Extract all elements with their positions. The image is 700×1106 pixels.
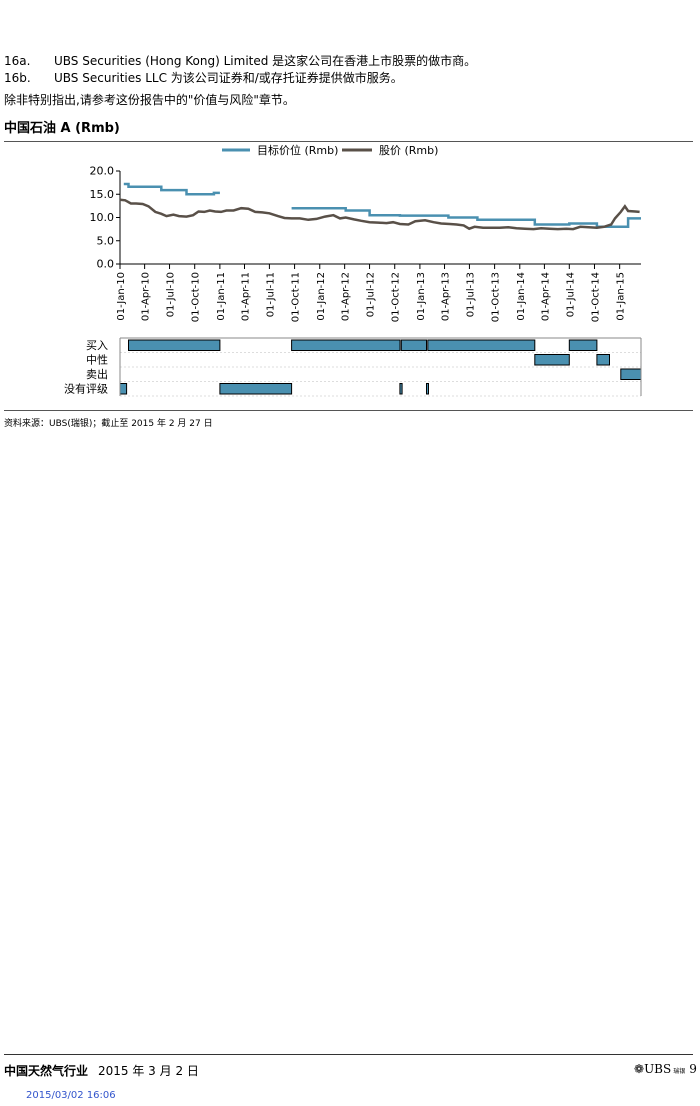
x-tick-label: 01-Jan-10	[116, 272, 127, 321]
x-tick-label: 01-Apr-12	[341, 272, 352, 321]
note-number: 16a.	[4, 54, 31, 68]
page-number: 9	[689, 1062, 697, 1076]
target-price-line	[123, 182, 220, 196]
target-price-line	[291, 206, 641, 229]
report-date: 2015 年 3 月 2 日	[98, 1064, 199, 1078]
logo-sub: 瑞银	[673, 1068, 686, 1075]
rating-bar	[291, 339, 401, 351]
legend-label-target: 目标价位 (Rmb)	[257, 143, 338, 157]
price-target-chart: 目标价位 (Rmb) 股价 (Rmb) 0.0 5.0 10.0 15.0 20.0 01-…	[64, 143, 642, 397]
x-tick-label: 01-Apr-10	[141, 272, 152, 321]
rating-bar	[427, 339, 536, 351]
rating-bar	[128, 339, 221, 351]
report-title: 中国天然气行业	[4, 1064, 89, 1078]
x-tick-label: 01-Jul-11	[265, 272, 276, 317]
y-tick-label: 0.0	[97, 258, 115, 271]
note-text: UBS Securities (Hong Kong) Limited 是这家公司…	[54, 54, 477, 68]
logo-text: UBS	[644, 1062, 672, 1076]
x-tick-label: 01-Jan-14	[516, 272, 527, 321]
x-tick-label: 01-Jul-13	[465, 272, 476, 317]
note-text: UBS Securities LLC 为该公司证券和/或存托证券提供做市服务。	[54, 71, 403, 85]
source-note: 资料来源：UBS(瑞银)；截止至 2015 年 2 月 27 日	[4, 419, 213, 429]
chart-bottom-rule	[4, 410, 693, 411]
x-tick-label: 01-Oct-14	[590, 272, 601, 322]
disclosure-note-16a: 16a. UBS Securities (Hong Kong) Limited 是…	[4, 54, 476, 68]
rating-bar	[568, 339, 598, 351]
timestamp: 2015/03/02 16:06	[26, 1090, 116, 1101]
x-tick-label: 01-Oct-11	[291, 272, 302, 322]
rating-bar	[596, 354, 611, 366]
note-number: 16b.	[4, 71, 31, 85]
plot-area: 0.0 5.0 10.0 15.0 20.0 01-Jan-10 01-Apr-10 01-J…	[90, 165, 641, 322]
chart-title: 中国石油 A (Rmb)	[4, 121, 120, 136]
rating-row-label: 中性	[86, 353, 108, 367]
x-tick-label: 01-Jan-12	[316, 272, 327, 321]
x-tick-label: 01-Jul-14	[565, 272, 576, 317]
x-tick-label: 01-Apr-14	[540, 272, 551, 321]
footer-title: 中国天然气行业 2015 年 3 月 2 日	[4, 1062, 199, 1079]
x-tick-label: 01-Jul-10	[166, 272, 177, 317]
y-tick-label: 5.0	[97, 234, 115, 247]
chart-top-rule	[4, 141, 693, 142]
x-tick-label: 01-Oct-13	[491, 272, 502, 322]
y-tick-label: 10.0	[90, 211, 115, 224]
share-price-line	[119, 198, 640, 231]
legend-label-price: 股价 (Rmb)	[379, 144, 438, 157]
footer-rule	[4, 1054, 693, 1055]
rating-row-label: 卖出	[86, 367, 108, 381]
x-tick-label: 01-Apr-13	[441, 272, 452, 321]
chart-legend: 目标价位 (Rmb) 股价 (Rmb)	[222, 143, 438, 157]
rating-bar	[400, 339, 427, 351]
x-tick-label: 01-Jan-11	[216, 272, 227, 321]
x-tick-label: 01-Oct-10	[191, 272, 202, 322]
rating-bar	[399, 383, 403, 395]
general-note: 除非特别指出,请参考这份报告中的"价值与风险"章节。	[4, 93, 295, 107]
ubs-logo: ❁UBS 瑞银 9	[634, 1062, 697, 1076]
rating-row-label: 没有评级	[64, 382, 108, 396]
rating-bar	[620, 368, 642, 380]
x-tick-label: 01-Jan-13	[416, 272, 427, 321]
rating-bar	[119, 383, 128, 395]
y-tick-label: 15.0	[90, 188, 115, 201]
rating-bar	[534, 354, 570, 366]
rating-bar	[426, 383, 429, 395]
x-tick-label: 01-Oct-12	[391, 272, 402, 322]
rating-row-label: 买入	[86, 339, 108, 352]
y-tick-label: 20.0	[90, 165, 115, 178]
disclosure-note-16b: 16b. UBS Securities LLC 为该公司证券和/或存托证券提供做市…	[4, 71, 403, 85]
x-tick-label: 01-Jul-12	[366, 272, 377, 317]
rating-bar	[219, 383, 293, 395]
x-tick-label: 01-Jan-15	[616, 272, 627, 321]
x-tick-label: 01-Apr-11	[241, 272, 252, 321]
keys-icon: ❁	[634, 1062, 645, 1076]
